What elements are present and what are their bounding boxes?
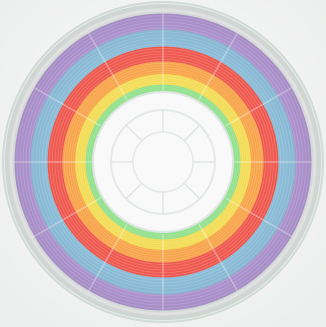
spool-photo — [0, 0, 326, 327]
